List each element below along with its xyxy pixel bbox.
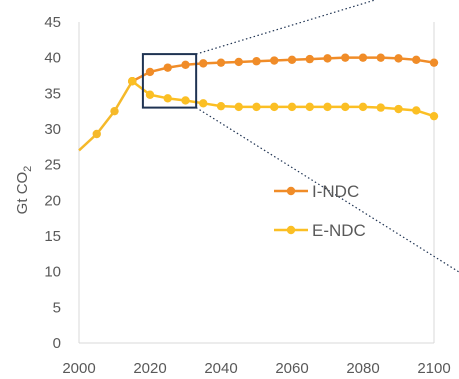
zoom-box [141, 0, 459, 273]
x-tick-label: 2080 [346, 360, 379, 377]
y-axis-title: Gt CO2 [14, 166, 34, 215]
scenario-series [128, 53, 439, 121]
x-tick-label: 2040 [204, 360, 237, 377]
data-point-e-ndc [429, 111, 439, 121]
data-point-e-ndc [163, 94, 172, 103]
data-point-i-ndc [305, 54, 314, 64]
historical-point [110, 106, 119, 116]
historical-series [78, 77, 137, 152]
x-tick-label: 2020 [133, 360, 166, 377]
data-point-e-ndc [376, 103, 385, 112]
data-point-i-ndc [234, 57, 243, 67]
y-tick-labels: 0 5 10 15 20 25 30 35 40 45 [44, 14, 61, 352]
data-point-i-ndc [412, 55, 421, 65]
x-tick-label: 2060 [275, 360, 308, 377]
historical-point [92, 129, 101, 139]
y-tick-label: 45 [44, 14, 61, 31]
data-point-i-ndc [376, 53, 385, 62]
axes [78, 22, 435, 344]
data-point-e-ndc [394, 104, 403, 114]
y-axis-title-subscript: 2 [22, 166, 34, 172]
legend: I-NDC E-NDC [274, 182, 366, 240]
data-point-i-ndc [145, 67, 155, 77]
data-point-i-ndc [216, 58, 226, 67]
y-tick-label: 40 [44, 50, 61, 67]
legend-label-i-ndc: I-NDC [312, 182, 359, 201]
data-point-e-ndc [341, 102, 350, 112]
data-point-e-ndc [358, 102, 368, 112]
series-line-i-ndc [131, 56, 435, 83]
data-point-i-ndc [341, 53, 350, 62]
data-point-i-ndc [199, 59, 208, 68]
data-point-e-ndc [323, 102, 332, 112]
y-tick-label: 5 [53, 299, 61, 316]
y-tick-label: 0 [53, 335, 61, 352]
data-point-e-ndc [145, 90, 155, 99]
series-line-e-ndc [131, 80, 435, 118]
y-tick-label: 10 [44, 264, 61, 281]
data-point-e-ndc [216, 101, 226, 111]
y-tick-label: 20 [44, 192, 61, 209]
zoom-leader-line-top [195, 0, 376, 55]
data-point-i-ndc [394, 54, 403, 63]
data-point-e-ndc [270, 102, 279, 112]
y-tick-label: 35 [44, 85, 61, 102]
data-point-i-ndc [323, 54, 332, 63]
x-tick-label: 2100 [417, 360, 450, 377]
x-tick-labels: 2000 2020 2040 2060 2080 2100 [62, 360, 450, 377]
data-point-e-ndc [287, 102, 297, 112]
y-tick-label: 25 [44, 157, 61, 174]
data-point-e-ndc [234, 102, 243, 112]
series-e-ndc [128, 77, 439, 121]
data-point-i-ndc [358, 53, 368, 62]
historical-line [78, 80, 134, 152]
data-point-i-ndc [252, 57, 261, 66]
legend-marker-e-ndc [286, 225, 296, 235]
y-tick-label: 15 [44, 228, 61, 245]
legend-marker-i-ndc [286, 186, 296, 196]
data-point-e-ndc [181, 96, 190, 105]
data-point-i-ndc [181, 60, 190, 69]
x-tick-label: 2000 [62, 360, 95, 377]
legend-label-e-ndc: E-NDC [312, 221, 366, 240]
data-point-e-ndc [128, 77, 137, 86]
data-point-e-ndc [252, 102, 261, 112]
series-i-ndc [128, 53, 439, 86]
data-point-e-ndc [199, 99, 208, 108]
data-point-i-ndc [429, 58, 439, 67]
data-point-e-ndc [305, 102, 314, 112]
y-tick-label: 30 [44, 121, 61, 138]
data-point-i-ndc [287, 55, 297, 65]
zoom-rectangle [141, 53, 198, 109]
data-point-e-ndc [412, 106, 421, 115]
data-point-i-ndc [270, 56, 279, 65]
data-point-i-ndc [163, 63, 172, 72]
